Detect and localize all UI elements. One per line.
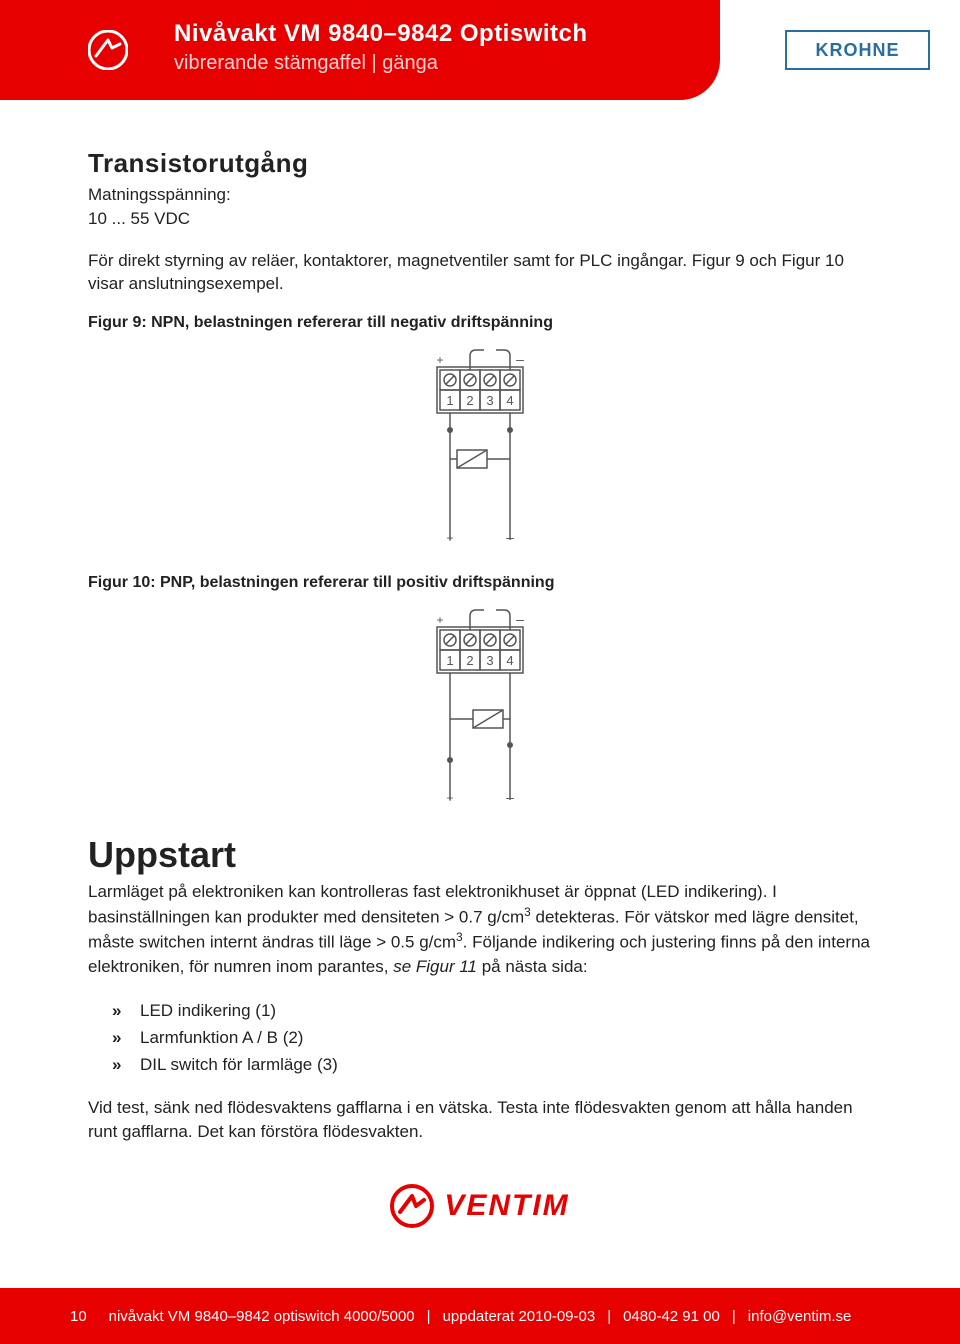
sep: | [427, 1308, 431, 1325]
p1d: på nästa sida: [477, 957, 588, 976]
fig9-diagram: + – 1234 + – [88, 340, 872, 550]
footer-page: 10 [70, 1308, 87, 1325]
svg-text:–: – [516, 611, 524, 627]
footer-email: info@ventim.se [748, 1308, 852, 1325]
ventim-logo-row: VENTIM [88, 1184, 872, 1228]
svg-text:4: 4 [506, 653, 513, 668]
page-header: Nivåvakt VM 9840–9842 Optiswitch vibrera… [0, 0, 720, 100]
svg-text:4: 4 [506, 393, 513, 408]
svg-text:3: 3 [486, 653, 493, 668]
supply-value: 10 ... 55 VDC [88, 209, 190, 228]
sup2: 3 [456, 930, 463, 944]
svg-text:–: – [506, 789, 514, 805]
bullet-3: DIL switch för larmläge (3) [112, 1051, 872, 1078]
svg-text:+: + [436, 353, 443, 367]
footer-doc: nivåvakt VM 9840–9842 optiswitch 4000/50… [109, 1308, 415, 1325]
sep: | [607, 1308, 611, 1325]
svg-text:2: 2 [466, 393, 473, 408]
svg-text:1: 1 [446, 653, 453, 668]
ventim-logo-icon [390, 1184, 434, 1228]
sep: | [732, 1308, 736, 1325]
section1-heading: Transistorutgång [88, 148, 872, 179]
svg-text:+: + [446, 791, 453, 805]
ventim-logo: VENTIM [390, 1184, 569, 1228]
svg-text:1: 1 [446, 393, 453, 408]
header-logo-icon [88, 30, 128, 70]
bullet-2: Larmfunktion A / B (2) [112, 1024, 872, 1051]
header-title: Nivåvakt VM 9840–9842 Optiswitch [174, 20, 720, 48]
supply-label: Matningsspänning: [88, 185, 231, 204]
header-subtitle: vibrerande stämgaffel | gänga [174, 52, 720, 75]
ventim-logo-text: VENTIM [444, 1189, 569, 1223]
page-footer: 10 nivåvakt VM 9840–9842 optiswitch 4000… [0, 1288, 960, 1344]
svg-text:–: – [516, 351, 524, 367]
brand-text: KROHNE [815, 40, 899, 61]
bullet-list: LED indikering (1) Larmfunktion A / B (2… [112, 997, 872, 1079]
svg-text:3: 3 [486, 393, 493, 408]
footer-phone: 0480-42 91 00 [623, 1308, 720, 1325]
section2-heading: Uppstart [88, 834, 872, 876]
footer-updated: uppdaterat 2010-09-03 [443, 1308, 596, 1325]
fig9-caption: Figur 9: NPN, belastningen refererar til… [88, 314, 872, 332]
svg-text:+: + [446, 531, 453, 545]
svg-text:+: + [436, 613, 443, 627]
fig10-caption: Figur 10: PNP, belastningen refererar ti… [88, 574, 872, 592]
bullet-1: LED indikering (1) [112, 997, 872, 1024]
fig10-diagram: + – 1234 + – [88, 600, 872, 810]
page-content: Transistorutgång Matningsspänning: 10 ..… [0, 100, 960, 1228]
p1italic: se Figur 11 [393, 957, 477, 976]
sup1: 3 [524, 905, 531, 919]
section1-desc: För direkt styrning av reläer, kontaktor… [88, 249, 872, 297]
section2-para2: Vid test, sänk ned flödesvaktens gafflar… [88, 1096, 872, 1144]
svg-text:–: – [506, 529, 514, 545]
section2-para1: Larmläget på elektroniken kan kontroller… [88, 880, 872, 979]
supply-line: Matningsspänning: 10 ... 55 VDC [88, 183, 872, 231]
svg-text:2: 2 [466, 653, 473, 668]
brand-logo: KROHNE [785, 30, 930, 70]
